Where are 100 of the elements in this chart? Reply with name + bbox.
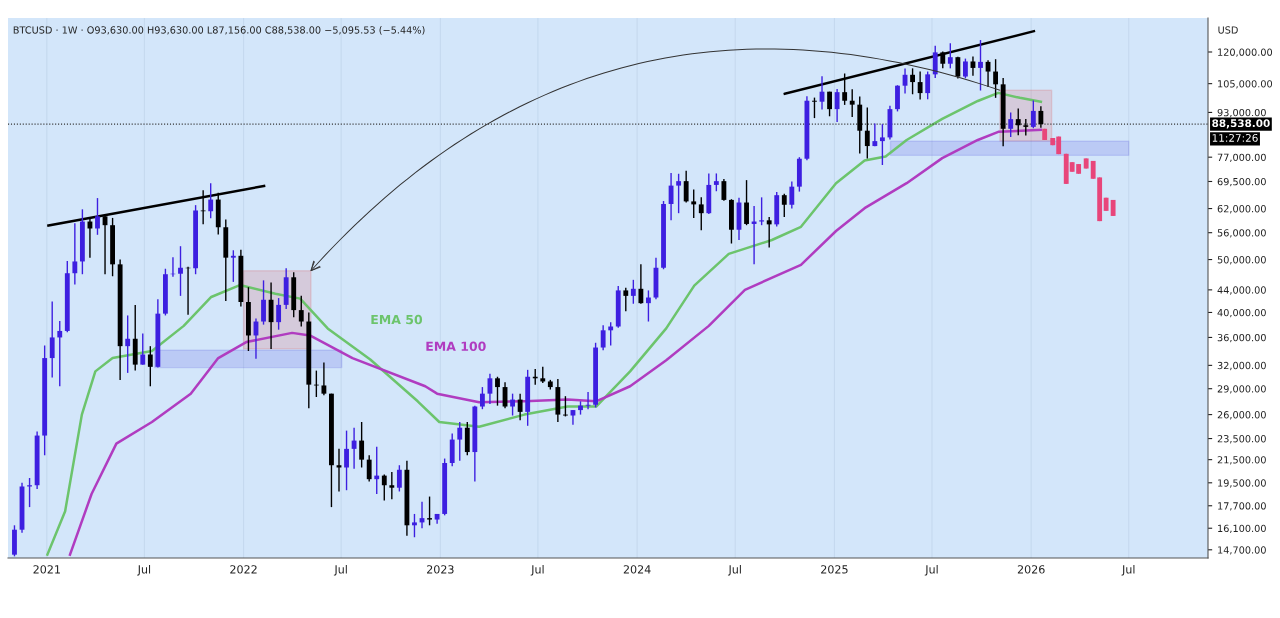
candlestick bbox=[925, 70, 931, 100]
candlestick bbox=[479, 386, 485, 410]
candlestick bbox=[510, 392, 516, 417]
candlestick bbox=[457, 421, 463, 462]
y-tick-label: 16,100.00 bbox=[1218, 524, 1266, 534]
candlestick bbox=[721, 178, 727, 202]
x-tick-label: Jul bbox=[137, 564, 151, 576]
y-tick-label: 50,000.00 bbox=[1217, 256, 1266, 265]
candlestick bbox=[864, 106, 870, 160]
candlestick bbox=[698, 196, 704, 231]
candlestick bbox=[412, 513, 417, 538]
y-tick-label: 19,500.00 bbox=[1218, 479, 1266, 488]
candlestick bbox=[962, 57, 968, 79]
candlestick bbox=[993, 58, 999, 99]
candlestick bbox=[630, 279, 636, 305]
x-tick-label: 2026 bbox=[1017, 565, 1045, 574]
candlestick bbox=[676, 173, 682, 214]
candlestick bbox=[208, 182, 214, 220]
y-tick-label: 69,500.00 bbox=[1217, 177, 1266, 187]
candlestick bbox=[759, 196, 765, 226]
candlestick bbox=[646, 289, 651, 323]
candlestick bbox=[638, 263, 644, 305]
candlestick bbox=[57, 320, 63, 387]
x-tick-label: Jul bbox=[924, 564, 938, 576]
x-tick-label: 2024 bbox=[623, 565, 651, 574]
y-tick-label: 32,000.00 bbox=[1217, 361, 1266, 371]
y-tick-label: 29,000.00 bbox=[1217, 385, 1266, 394]
candlestick bbox=[781, 193, 787, 218]
x-tick-label: Jul bbox=[333, 564, 347, 576]
candlestick bbox=[879, 123, 885, 166]
y-tick-label: 44,000.00 bbox=[1217, 286, 1266, 295]
candlestick bbox=[72, 222, 78, 286]
text: 11:27:26 bbox=[1212, 133, 1258, 142]
candlestick bbox=[585, 391, 591, 410]
y-tick-label: 14,700.00 bbox=[1218, 546, 1266, 555]
candlestick bbox=[978, 39, 983, 92]
x-tick-label: 2023 bbox=[427, 565, 454, 574]
y-axis-title: USD bbox=[1218, 26, 1238, 34]
x-tick-label: Jul bbox=[727, 564, 741, 576]
candlestick bbox=[789, 180, 795, 210]
candlestick bbox=[910, 67, 916, 95]
candlestick bbox=[947, 42, 953, 70]
y-tick-label: 56,000.00 bbox=[1217, 229, 1266, 238]
candlestick bbox=[298, 295, 304, 328]
candlestick bbox=[970, 55, 976, 77]
candlestick bbox=[1008, 111, 1014, 138]
candlestick bbox=[276, 297, 282, 331]
candlestick bbox=[623, 287, 629, 312]
candlestick bbox=[344, 429, 349, 491]
candlestick bbox=[381, 473, 387, 502]
candlestick bbox=[449, 432, 455, 468]
y-tick-label: 93,000.00 bbox=[1217, 108, 1266, 118]
y-tick-label: 105,000.00 bbox=[1218, 80, 1273, 89]
y-tick-label: 120,000.00 bbox=[1218, 48, 1273, 57]
y-tick-label: 21,500.00 bbox=[1217, 456, 1266, 465]
y-tick-label: 40,000.00 bbox=[1217, 308, 1266, 318]
candlestick bbox=[336, 448, 342, 493]
x-tick-label: 2022 bbox=[230, 565, 257, 574]
candlestick bbox=[1038, 105, 1044, 129]
candlestick bbox=[562, 395, 568, 418]
candlestick bbox=[812, 96, 817, 119]
x-tick-label: Jul bbox=[1121, 564, 1135, 576]
candlestick bbox=[147, 345, 153, 387]
ref-line-label: 88,538.00 bbox=[1212, 119, 1270, 129]
candlestick bbox=[178, 245, 183, 297]
text: EMA 50 bbox=[371, 314, 423, 325]
x-tick-label: Jul bbox=[530, 564, 544, 576]
y-tick-label: 26,000.00 bbox=[1217, 411, 1266, 420]
y-tick-label: 62,000.00 bbox=[1217, 205, 1266, 214]
candlestick bbox=[140, 332, 146, 366]
x-tick-label: 2025 bbox=[821, 565, 848, 574]
y-tick-label: 17,700.00 bbox=[1218, 502, 1266, 511]
candlestick bbox=[125, 314, 131, 374]
y-tick-label: 77,000.00 bbox=[1217, 153, 1266, 163]
candlestick bbox=[396, 464, 402, 493]
candlestick bbox=[1015, 107, 1021, 136]
candlestick bbox=[366, 454, 372, 483]
y-tick-label: 36,000.00 bbox=[1217, 333, 1266, 343]
candlestick bbox=[321, 361, 327, 397]
candlestick bbox=[827, 90, 832, 117]
candlestick bbox=[389, 471, 395, 500]
y-tick-label: 23,500.00 bbox=[1217, 435, 1266, 444]
candlestick bbox=[766, 216, 772, 249]
candlestick bbox=[683, 170, 689, 204]
candlestick bbox=[49, 300, 55, 379]
candlestick bbox=[895, 84, 900, 113]
candlestick bbox=[495, 376, 500, 407]
candlestick bbox=[600, 324, 606, 351]
text: BTCUSD · 1W · O93,630.00 H93,630.00 L87,156.00 C88,538.00 −5,095.53 (−5.44%) bbox=[13, 26, 425, 35]
candlestick bbox=[351, 427, 357, 470]
candlestick bbox=[517, 392, 523, 421]
candlestick bbox=[932, 45, 938, 79]
candlestick bbox=[917, 70, 923, 101]
candlestick bbox=[1030, 99, 1036, 129]
candlestick bbox=[849, 88, 855, 118]
candlestick bbox=[427, 495, 432, 526]
candlestick bbox=[230, 249, 236, 283]
candlestick bbox=[834, 88, 840, 123]
x-tick-label: 2021 bbox=[33, 565, 60, 574]
candlestick bbox=[691, 188, 697, 219]
